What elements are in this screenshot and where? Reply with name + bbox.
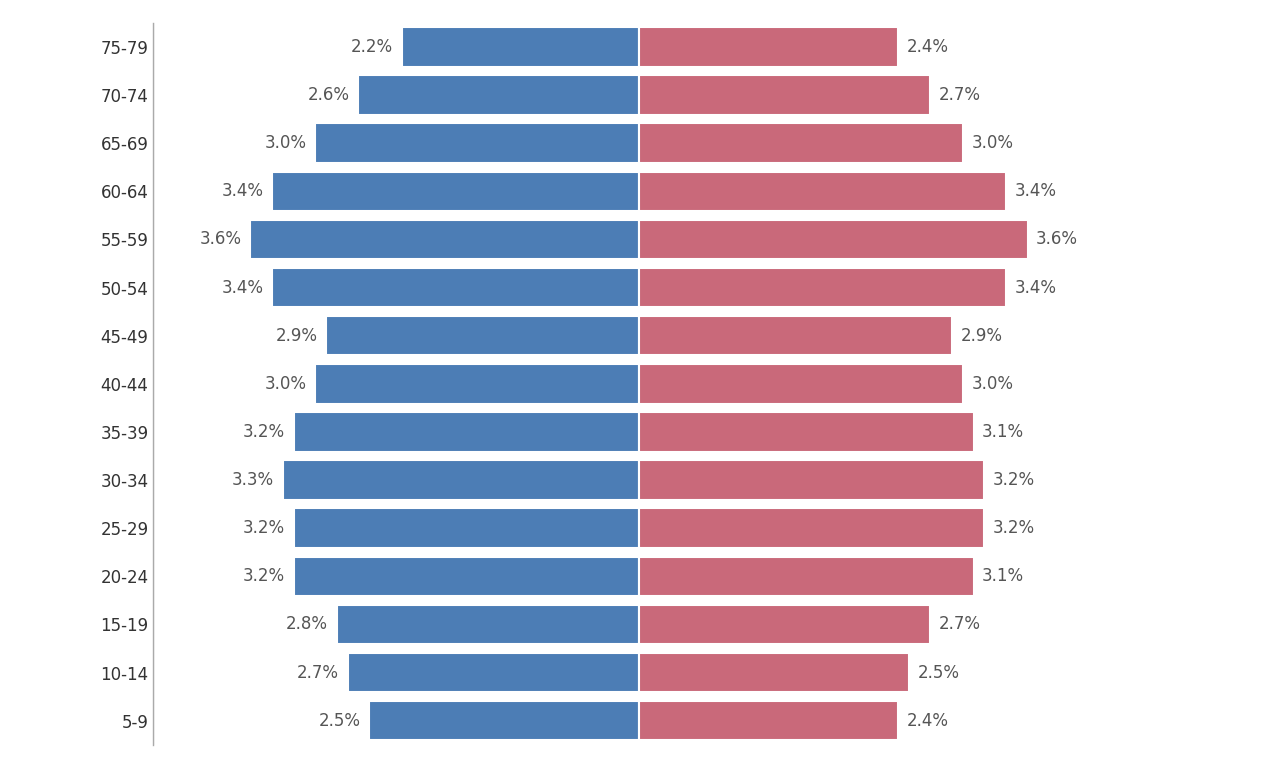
Bar (639, 268, 1006, 307)
Text: 3.2%: 3.2% (993, 471, 1035, 489)
Text: 3.2%: 3.2% (243, 567, 285, 585)
Text: 3.0%: 3.0% (265, 375, 307, 393)
Text: 3.2%: 3.2% (993, 519, 1035, 537)
Bar (639, 701, 898, 740)
Text: 2.2%: 2.2% (351, 38, 392, 56)
Bar (272, 268, 639, 307)
Text: 2.9%: 2.9% (275, 327, 317, 345)
Text: 3.3%: 3.3% (233, 471, 275, 489)
Bar (639, 508, 984, 548)
Text: 3.4%: 3.4% (1015, 182, 1057, 201)
Text: 3.2%: 3.2% (243, 423, 285, 441)
Text: 2.4%: 2.4% (906, 711, 948, 730)
Bar (639, 412, 974, 451)
Text: 2.7%: 2.7% (296, 663, 339, 682)
Bar (272, 172, 639, 211)
Text: 3.6%: 3.6% (199, 230, 242, 249)
Bar (348, 653, 639, 692)
Bar (639, 123, 962, 163)
Bar (358, 75, 639, 115)
Bar (282, 461, 639, 500)
Bar (639, 461, 984, 500)
Bar (639, 75, 930, 115)
Text: 3.6%: 3.6% (1036, 230, 1079, 249)
Text: 2.8%: 2.8% (286, 616, 328, 634)
Bar (639, 27, 898, 67)
Bar (639, 556, 974, 596)
Bar (294, 508, 639, 548)
Bar (316, 364, 639, 404)
Text: 2.7%: 2.7% (939, 86, 982, 104)
Text: 2.9%: 2.9% (961, 327, 1003, 345)
Bar (369, 701, 639, 740)
Text: 3.0%: 3.0% (971, 375, 1013, 393)
Text: 3.1%: 3.1% (983, 567, 1024, 585)
Bar (294, 556, 639, 596)
Bar (639, 653, 909, 692)
Bar (639, 605, 930, 644)
Text: 3.0%: 3.0% (971, 134, 1013, 152)
Bar (337, 605, 639, 644)
Bar (639, 172, 1006, 211)
Text: 2.4%: 2.4% (906, 38, 948, 56)
Bar (401, 27, 639, 67)
Text: 2.6%: 2.6% (308, 86, 350, 104)
Bar (316, 123, 639, 163)
Text: 3.4%: 3.4% (221, 278, 263, 296)
Text: 3.2%: 3.2% (243, 519, 285, 537)
Bar (294, 412, 639, 451)
Text: 3.0%: 3.0% (265, 134, 307, 152)
Text: 3.1%: 3.1% (983, 423, 1024, 441)
Bar (639, 364, 962, 404)
Text: 2.5%: 2.5% (918, 663, 960, 682)
Bar (326, 316, 639, 356)
Text: 2.7%: 2.7% (939, 616, 982, 634)
Bar (639, 220, 1028, 259)
Text: 3.4%: 3.4% (1015, 278, 1057, 296)
Bar (250, 220, 639, 259)
Text: 3.4%: 3.4% (221, 182, 263, 201)
Text: 2.5%: 2.5% (318, 711, 360, 730)
Bar (639, 316, 952, 356)
